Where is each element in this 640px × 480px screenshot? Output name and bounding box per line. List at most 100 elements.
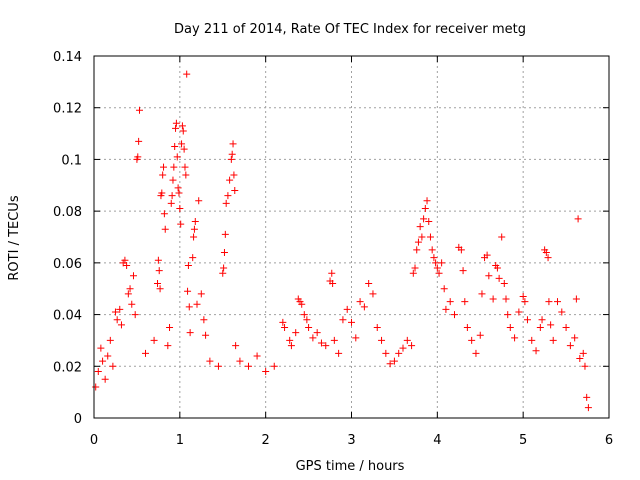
x-tick-label: 4 bbox=[433, 433, 441, 448]
data-point bbox=[200, 316, 208, 324]
data-point bbox=[542, 249, 550, 257]
data-point bbox=[202, 331, 210, 339]
data-point bbox=[328, 269, 336, 277]
data-point bbox=[576, 355, 584, 363]
data-point bbox=[435, 269, 443, 277]
data-point bbox=[135, 137, 143, 145]
data-point bbox=[158, 189, 166, 197]
data-point bbox=[166, 324, 174, 331]
x-axis-label: GPS time / hours bbox=[296, 459, 405, 474]
data-point bbox=[558, 308, 566, 316]
data-point bbox=[521, 298, 529, 306]
data-point bbox=[177, 220, 185, 228]
data-point bbox=[109, 362, 117, 370]
y-tick-label: 0.06 bbox=[53, 257, 82, 272]
data-point bbox=[232, 342, 240, 350]
data-point bbox=[536, 324, 544, 331]
x-tick-label: 6 bbox=[605, 433, 613, 448]
data-point bbox=[186, 329, 194, 337]
data-point bbox=[173, 153, 181, 161]
data-point bbox=[369, 290, 377, 298]
data-point bbox=[498, 233, 506, 241]
data-point bbox=[222, 199, 230, 207]
data-point bbox=[129, 272, 137, 280]
x-tick-label: 5 bbox=[519, 433, 527, 448]
data-point bbox=[171, 143, 179, 150]
data-point bbox=[360, 303, 368, 311]
data-point bbox=[433, 264, 441, 272]
data-point bbox=[193, 300, 201, 308]
data-point bbox=[478, 290, 486, 298]
data-point bbox=[365, 280, 373, 288]
data-point bbox=[178, 122, 186, 130]
data-point bbox=[174, 184, 182, 192]
data-point bbox=[168, 192, 176, 200]
y-tick-label: 0.12 bbox=[53, 102, 82, 117]
data-point bbox=[164, 342, 172, 350]
data-point bbox=[262, 367, 270, 375]
data-point bbox=[94, 367, 102, 375]
data-points bbox=[92, 70, 592, 412]
data-point bbox=[117, 321, 125, 329]
data-point bbox=[339, 316, 347, 324]
y-tick-label: 0.14 bbox=[53, 50, 82, 65]
data-point bbox=[230, 171, 238, 179]
data-point bbox=[150, 336, 158, 344]
data-point bbox=[409, 269, 417, 277]
data-point bbox=[300, 311, 308, 319]
data-point bbox=[154, 256, 162, 264]
data-point bbox=[472, 349, 480, 357]
data-point bbox=[547, 321, 555, 329]
data-point bbox=[386, 360, 394, 368]
data-point bbox=[476, 331, 484, 339]
data-point bbox=[287, 342, 295, 350]
data-point bbox=[126, 285, 134, 293]
data-point bbox=[197, 290, 205, 298]
data-point bbox=[97, 344, 105, 352]
data-point bbox=[219, 269, 227, 277]
data-point bbox=[425, 217, 433, 225]
data-point bbox=[581, 362, 589, 370]
data-point bbox=[322, 342, 330, 350]
data-point bbox=[279, 318, 287, 326]
data-point bbox=[172, 124, 180, 132]
data-point bbox=[159, 171, 167, 179]
data-point bbox=[176, 205, 184, 213]
data-point bbox=[121, 256, 129, 264]
data-point bbox=[411, 264, 419, 272]
data-point bbox=[446, 298, 454, 306]
data-point bbox=[495, 274, 503, 282]
y-tick-label: 0.02 bbox=[53, 360, 82, 375]
data-point bbox=[554, 298, 561, 306]
data-point bbox=[421, 205, 429, 213]
data-point bbox=[414, 238, 422, 246]
data-point bbox=[399, 344, 407, 352]
data-point bbox=[562, 324, 570, 331]
data-point bbox=[348, 318, 355, 326]
data-point bbox=[180, 145, 188, 153]
data-point bbox=[538, 316, 546, 324]
data-point bbox=[500, 280, 508, 288]
data-point bbox=[220, 264, 228, 272]
grid bbox=[94, 56, 609, 418]
data-point bbox=[438, 259, 446, 267]
x-tick-label: 0 bbox=[90, 433, 98, 448]
data-point bbox=[430, 254, 438, 262]
data-point bbox=[442, 305, 450, 313]
data-point bbox=[111, 308, 119, 316]
data-point bbox=[99, 357, 107, 365]
data-point bbox=[298, 300, 306, 308]
data-point bbox=[413, 246, 421, 254]
y-tick-label: 0 bbox=[74, 412, 82, 427]
data-point bbox=[515, 308, 523, 316]
data-point bbox=[313, 329, 321, 337]
data-point bbox=[228, 150, 236, 158]
data-point bbox=[172, 119, 180, 127]
data-point bbox=[574, 215, 582, 223]
y-tick-label: 0.1 bbox=[61, 153, 82, 168]
data-point bbox=[184, 261, 192, 269]
data-point bbox=[545, 298, 553, 306]
x-tick-label: 1 bbox=[176, 433, 184, 448]
data-point bbox=[170, 163, 178, 171]
